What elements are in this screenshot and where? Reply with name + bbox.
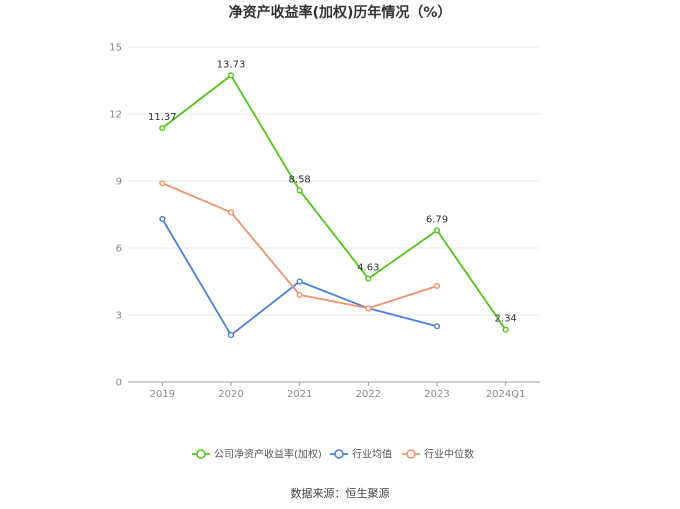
legend: 公司净资产收益率(加权) 行业均值 行业中位数	[192, 448, 474, 461]
data-point	[227, 209, 235, 216]
legend-item: 行业均值	[330, 448, 392, 461]
data-point	[365, 275, 372, 282]
chart-title: 净资产收益率(加权)历年情况（%）	[229, 4, 452, 21]
y-tick-label: 0	[116, 378, 122, 389]
series-1	[159, 215, 441, 339]
data-point	[159, 180, 166, 187]
data-point	[365, 305, 372, 312]
y-tick-label: 9	[116, 177, 122, 188]
legend-swatch-marker	[406, 449, 416, 459]
data-label: 11.37	[148, 112, 177, 123]
legend-label: 行业均值	[352, 448, 392, 461]
x-tick-label: 2023	[424, 389, 449, 400]
y-tick-label: 15	[109, 43, 122, 54]
x-tick-label: 2022	[356, 389, 381, 400]
y-tick-label: 3	[116, 311, 122, 322]
data-point	[227, 72, 235, 79]
data-point	[296, 278, 303, 285]
y-tick-label: 6	[116, 244, 122, 255]
legend-swatch-marker	[196, 449, 206, 459]
source-note: 数据来源：恒生聚源	[291, 486, 390, 500]
data-point	[296, 187, 303, 194]
data-label: 2.34	[495, 314, 517, 325]
series-line	[161, 218, 438, 336]
data-label: 6.79	[426, 214, 448, 225]
x-tick-label: 2020	[218, 389, 243, 400]
legend-swatch-marker	[334, 449, 344, 459]
data-point	[296, 291, 303, 299]
series-line	[161, 74, 507, 331]
series-2	[159, 180, 441, 312]
legend-item: 公司净资产收益率(加权)	[192, 448, 322, 461]
data-label: 4.63	[357, 263, 379, 274]
data-point	[502, 326, 509, 333]
data-point	[433, 227, 441, 234]
data-point	[159, 215, 166, 223]
data-point	[227, 332, 235, 339]
data-point	[159, 124, 166, 132]
grid	[128, 46, 540, 316]
x-tick-label: 2024Q1	[486, 389, 526, 400]
legend-item: 行业中位数	[402, 448, 474, 461]
data-label: 8.58	[289, 174, 311, 185]
axes: 0 3 6 9 12 15 2019 2020 2021 2022 2023 2024Q1	[109, 43, 540, 400]
data-point	[433, 323, 441, 330]
x-tick-label: 2021	[287, 389, 312, 400]
series-0: 11.37 13.73 8.58 4.63 6.79 2.34	[148, 59, 517, 333]
data-point	[433, 282, 441, 290]
x-tick-label: 2019	[150, 389, 175, 400]
data-label: 13.73	[217, 59, 246, 70]
legend-label: 公司净资产收益率(加权)	[214, 448, 322, 461]
series-group: 11.37 13.73 8.58 4.63 6.79 2.34	[148, 59, 517, 339]
y-tick-label: 12	[109, 110, 122, 121]
legend-label: 行业中位数	[424, 448, 474, 461]
